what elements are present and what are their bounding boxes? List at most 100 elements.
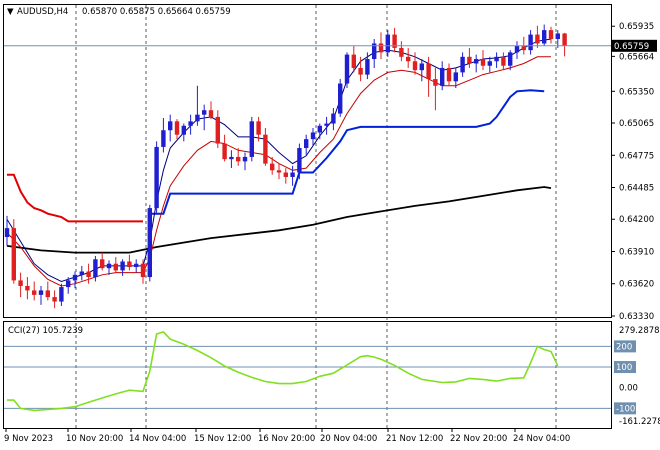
candle-body	[276, 170, 282, 173]
vertical-grid	[75, 5, 557, 428]
candle-body	[331, 113, 336, 124]
candle-body	[45, 290, 50, 298]
candle-body	[4, 228, 10, 238]
candle-body	[106, 263, 112, 269]
candle-body	[433, 79, 438, 86]
cci-tick-label: -100	[616, 404, 635, 414]
candle	[25, 277, 30, 300]
candle	[66, 277, 71, 294]
candle	[528, 30, 533, 55]
candle	[480, 50, 486, 71]
candle-body	[140, 263, 146, 278]
candle	[72, 271, 78, 289]
candle	[93, 255, 98, 282]
candle	[113, 257, 118, 273]
candle	[236, 148, 241, 166]
price-tick-label: 0.65350	[619, 87, 654, 97]
cci-panel-frame	[3, 321, 612, 429]
candle	[195, 85, 200, 126]
candle-body	[535, 34, 540, 44]
candle-body	[181, 125, 186, 135]
candle-body	[480, 59, 486, 66]
candle	[174, 119, 180, 140]
candle	[38, 285, 44, 305]
cci-tick-label: 279.2878	[619, 326, 660, 336]
chart-header-arrow: ▼	[7, 7, 14, 17]
candle	[399, 41, 404, 62]
candle	[535, 25, 540, 48]
candle-body	[25, 285, 30, 291]
price-tick-label: 0.63620	[619, 280, 654, 290]
candle	[440, 61, 445, 91]
candle-body	[487, 61, 492, 66]
candle-body	[256, 121, 261, 135]
candle-body	[52, 297, 57, 302]
candle	[188, 114, 193, 135]
candle	[297, 143, 302, 180]
candle-body	[412, 61, 418, 71]
candle-body	[467, 56, 472, 64]
candle-body	[120, 261, 125, 271]
candle	[154, 141, 159, 214]
candle-body	[32, 290, 37, 295]
candle	[256, 116, 261, 142]
candle	[433, 67, 438, 111]
candle	[344, 52, 350, 88]
price-tick-label: 0.63330	[619, 312, 654, 322]
candle	[338, 79, 343, 117]
price-tick-label: 0.64200	[619, 215, 654, 225]
candle	[276, 163, 282, 180]
chart-ohlc: 0.65870 0.65875 0.65664 0.65759	[82, 7, 231, 17]
candle-body	[501, 56, 506, 66]
candle-body	[419, 63, 424, 71]
time-tick-label: 21 Nov 12:00	[386, 434, 443, 444]
candle	[263, 128, 268, 166]
candle	[548, 26, 554, 44]
candle-body	[222, 143, 227, 160]
candle	[32, 281, 37, 301]
candle	[365, 52, 370, 80]
candle	[222, 134, 227, 162]
cci-axis: 279.2878 200 100 0.00 -100 -161.2278	[614, 326, 660, 427]
candle-body	[494, 56, 499, 62]
candle	[147, 204, 152, 282]
candle-body	[208, 110, 214, 117]
candle	[453, 67, 458, 88]
candle-body	[147, 208, 152, 278]
price-tick-label: 0.64485	[619, 184, 654, 194]
candle-body	[290, 172, 295, 177]
cci-line	[7, 330, 559, 412]
lower-band-line	[149, 89, 545, 215]
time-tick-label: 10 Nov 20:00	[66, 434, 123, 444]
candle	[229, 150, 234, 169]
candle-body	[79, 271, 84, 275]
candle	[406, 47, 411, 68]
candle	[304, 134, 309, 155]
candle	[52, 290, 57, 309]
candle-body	[399, 47, 404, 57]
candle-body	[188, 121, 193, 126]
candlesticks	[4, 24, 567, 309]
current-price-value: 0.65759	[614, 42, 649, 52]
candle-body	[310, 132, 316, 140]
candle-body	[263, 134, 268, 164]
candle	[474, 54, 479, 73]
candle-body	[317, 125, 322, 133]
candle-body	[304, 139, 309, 149]
candle	[290, 165, 295, 186]
candle	[202, 104, 207, 131]
price-tick-label: 0.63910	[619, 247, 654, 257]
candle-body	[72, 274, 78, 281]
candle-body	[236, 156, 241, 162]
candle-body	[372, 43, 377, 60]
candle	[542, 24, 547, 46]
candle	[324, 116, 329, 135]
candle	[4, 215, 10, 246]
candle-body	[521, 45, 526, 51]
cci-level-tag	[614, 361, 636, 374]
candle	[494, 52, 499, 68]
candle	[100, 252, 105, 271]
candle-body	[270, 163, 275, 171]
